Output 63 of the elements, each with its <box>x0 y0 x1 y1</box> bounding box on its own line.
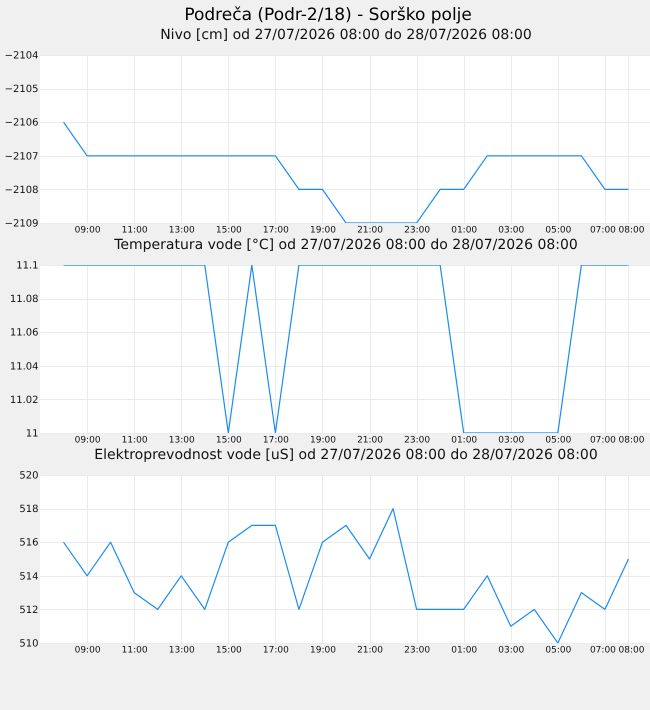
y-tick-label: 516 <box>19 538 38 549</box>
y-tick-label: −2105 <box>4 84 38 96</box>
x-tick-label: 15:00 <box>216 226 242 236</box>
x-tick-label: 05:00 <box>545 226 572 236</box>
y-tick-label: 520 <box>19 470 38 482</box>
x-tick-label: 13:00 <box>168 646 195 656</box>
y-tick-label: −2107 <box>4 151 38 162</box>
x-tick-label: 19:00 <box>310 226 336 236</box>
chart-title: Temperatura vode [°C] od 27/07/2026 08:00 do 28/07/2026 08:00 <box>113 237 578 253</box>
x-tick-label: 21:00 <box>357 436 384 446</box>
y-tick-label: −2106 <box>4 118 38 129</box>
y-tick-label: 11.1 <box>16 260 38 272</box>
x-tick-label: 23:00 <box>404 646 430 656</box>
x-tick-label: 05:00 <box>545 436 572 446</box>
x-tick-label: 07:00 <box>590 436 616 446</box>
y-tick-label: 510 <box>19 638 38 650</box>
y-tick-label: 518 <box>19 504 38 516</box>
x-tick-label: 03:00 <box>498 436 525 446</box>
x-tick-label: 21:00 <box>357 226 384 236</box>
chart-title: Elektroprevodnost vode [uS] od 27/07/2026 08:00 do 28/07/2026 08:00 <box>94 447 598 463</box>
x-tick-label: 15:00 <box>216 646 242 656</box>
x-tick-label: 08:00 <box>618 646 645 656</box>
x-tick-label: 15:00 <box>216 436 242 446</box>
y-tick-label: 11.08 <box>10 294 38 306</box>
x-tick-label: 17:00 <box>262 226 290 236</box>
x-tick-label: 08:00 <box>618 436 645 446</box>
x-tick-label: 07:00 <box>590 646 616 656</box>
x-tick-label: 13:00 <box>168 226 195 236</box>
y-tick-label: −2109 <box>4 218 38 230</box>
line-series <box>62 508 630 643</box>
y-tick-label: 11.06 <box>10 328 38 339</box>
x-tick-label: 01:00 <box>451 436 478 446</box>
x-tick-label: 03:00 <box>498 646 525 656</box>
x-tick-label: 21:00 <box>357 646 384 656</box>
chart-title: Podreča (Podr-2/18) - Sorško polje <box>184 5 472 25</box>
y-tick-label: 11.02 <box>10 394 38 406</box>
x-tick-label: 17:00 <box>262 436 290 446</box>
x-tick-label: 09:00 <box>74 436 101 446</box>
x-tick-label: 09:00 <box>74 226 101 236</box>
x-tick-label: 11:00 <box>122 646 148 656</box>
x-tick-label: 23:00 <box>404 226 430 236</box>
x-tick-label: 13:00 <box>168 436 195 446</box>
x-tick-label: 03:00 <box>498 226 525 236</box>
line-series <box>62 122 630 223</box>
y-tick-label: −2104 <box>4 50 38 62</box>
y-tick-label: 514 <box>19 571 38 582</box>
x-tick-label: 01:00 <box>451 226 478 236</box>
y-tick-label: 11.04 <box>10 361 38 372</box>
x-tick-label: 08:00 <box>618 226 645 236</box>
x-tick-label: 17:00 <box>262 646 290 656</box>
x-tick-label: 01:00 <box>451 646 478 656</box>
x-tick-label: 11:00 <box>122 226 148 236</box>
x-tick-label: 05:00 <box>545 646 572 656</box>
y-tick-label: 512 <box>19 604 38 616</box>
y-tick-label: −2108 <box>4 184 38 196</box>
x-tick-label: 19:00 <box>310 436 336 446</box>
x-tick-label: 11:00 <box>122 436 148 446</box>
x-tick-label: 19:00 <box>310 646 336 656</box>
chart-subtitle: Nivo [cm] od 27/07/2026 08:00 do 28/07/2026 08:00 <box>160 27 532 43</box>
x-tick-label: 07:00 <box>590 226 616 236</box>
y-tick-label: 11 <box>26 428 38 440</box>
x-tick-label: 09:00 <box>74 646 101 656</box>
x-tick-label: 23:00 <box>404 436 430 446</box>
